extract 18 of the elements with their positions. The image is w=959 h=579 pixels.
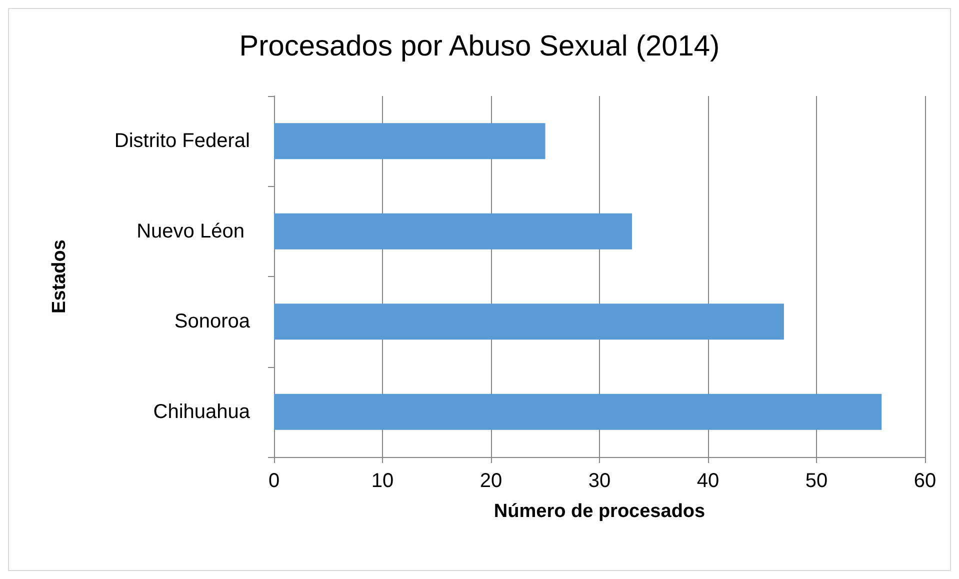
x-tick-label: 0 [268, 470, 280, 492]
y-tick-label: Sonoroa [174, 310, 251, 333]
y-axis-title: Estados [49, 240, 70, 314]
bar [274, 213, 632, 250]
bar [274, 304, 784, 340]
bar [274, 394, 882, 430]
bar [274, 123, 546, 160]
x-tick-label: 10 [371, 470, 394, 492]
x-tick-label: 60 [914, 470, 936, 492]
chart-title: Procesados por Abuso Sexual (2014) [239, 30, 720, 62]
x-axis-title: Número de procesados [494, 501, 706, 522]
y-tick-label: Nuevo Léon [136, 220, 250, 242]
x-tick-label: 30 [588, 470, 611, 492]
y-tick-label: Chihuahua [153, 400, 251, 423]
y-tick-label: Distrito Federal [114, 130, 250, 152]
x-tick-label: 50 [805, 470, 828, 492]
x-tick-label: 40 [696, 470, 720, 492]
x-tick-label: 20 [480, 470, 502, 492]
